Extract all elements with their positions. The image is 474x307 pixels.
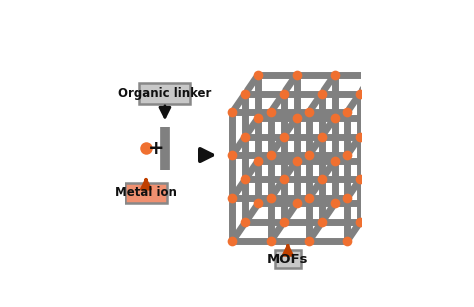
Text: Metal ion: Metal ion <box>115 186 177 199</box>
Text: +: + <box>148 139 164 158</box>
Text: Organic linker: Organic linker <box>118 87 211 100</box>
FancyBboxPatch shape <box>139 84 191 104</box>
Text: MOFs: MOFs <box>267 253 309 266</box>
FancyBboxPatch shape <box>275 250 301 268</box>
FancyBboxPatch shape <box>126 183 166 203</box>
